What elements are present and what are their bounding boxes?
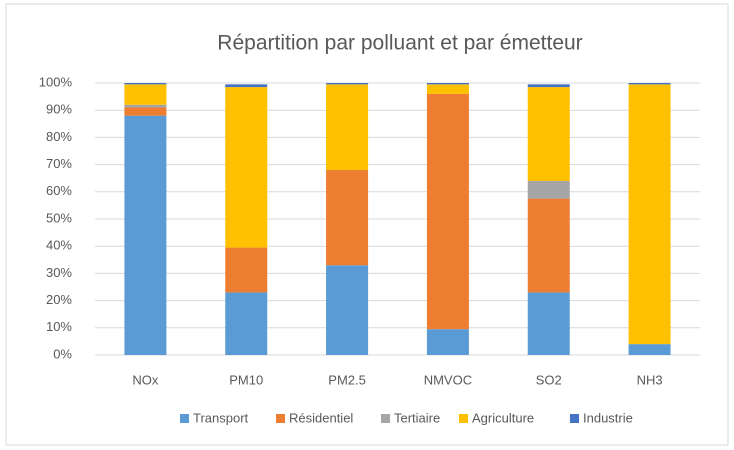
y-tick-label: 90%	[46, 102, 72, 117]
bar-segment	[628, 83, 671, 85]
legend-label: Agriculture	[472, 410, 534, 425]
x-tick-label: NOx	[132, 372, 159, 387]
bar-segment	[527, 292, 570, 355]
bar-segment	[124, 104, 167, 108]
legend-swatch	[570, 414, 579, 423]
y-tick-label: 0%	[53, 346, 72, 361]
bar-segment	[527, 84, 570, 88]
legend-label: Tertiaire	[394, 410, 440, 425]
legend-swatch	[459, 414, 468, 423]
bar-segment	[628, 344, 671, 355]
y-tick-label: 100%	[39, 74, 73, 89]
bar-segment	[527, 198, 570, 293]
bar-segment	[426, 83, 469, 85]
bar-segment	[326, 83, 369, 85]
bar-segment	[426, 329, 469, 355]
bar-segment	[225, 87, 268, 248]
x-tick-label: PM2.5	[328, 372, 366, 387]
y-tick-label: 70%	[46, 156, 72, 171]
x-tick-label: SO2	[536, 372, 562, 387]
y-tick-label: 10%	[46, 319, 72, 334]
bar-segment	[527, 180, 570, 199]
bar-segment	[124, 107, 167, 116]
legend-label: Industrie	[583, 410, 633, 425]
bar-segment	[527, 87, 570, 181]
y-tick-label: 80%	[46, 129, 72, 144]
y-tick-label: 20%	[46, 292, 72, 307]
legend-swatch	[381, 414, 390, 423]
legend-label: Transport	[193, 410, 249, 425]
x-tick-label: PM10	[229, 372, 263, 387]
legend-swatch	[180, 414, 189, 423]
x-tick-label: NH3	[637, 372, 663, 387]
x-tick-label: NMVOC	[424, 372, 472, 387]
bar-segment	[326, 170, 369, 266]
bar-segment	[225, 247, 268, 293]
bar-segment	[426, 93, 469, 330]
bar-segment	[326, 265, 369, 355]
y-tick-label: 30%	[46, 265, 72, 280]
y-tick-label: 40%	[46, 238, 72, 253]
bar-segment	[124, 115, 167, 355]
bar-segment	[124, 84, 167, 105]
chart-title: Répartition par polluant et par émetteur	[217, 32, 582, 55]
bar-segment	[225, 292, 268, 355]
y-tick-label: 50%	[46, 210, 72, 225]
y-tick-label: 60%	[46, 183, 72, 198]
legend-swatch	[276, 414, 285, 423]
bar-segment	[124, 83, 167, 85]
legend-label: Résidentiel	[289, 410, 353, 425]
bar-segment	[225, 84, 268, 88]
bar-segment	[628, 84, 671, 345]
bar-segment	[426, 84, 469, 94]
bar-segment	[326, 84, 369, 171]
